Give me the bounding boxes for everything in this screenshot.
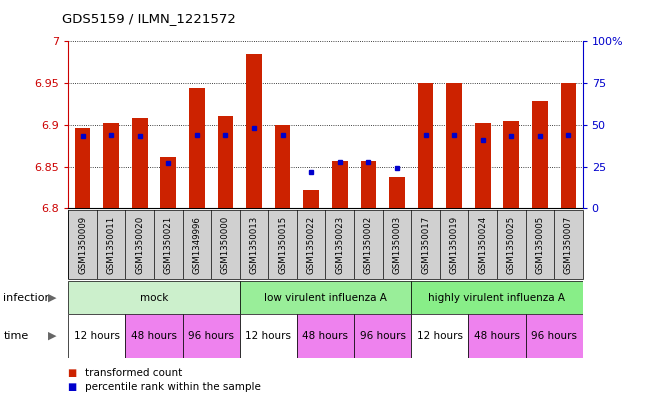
- Text: 96 hours: 96 hours: [531, 331, 577, 341]
- Text: 12 hours: 12 hours: [245, 331, 292, 341]
- Text: ■: ■: [68, 368, 81, 378]
- Bar: [411, 281, 583, 314]
- Bar: [68, 314, 126, 358]
- Bar: [525, 314, 583, 358]
- Text: highly virulent influenza A: highly virulent influenza A: [428, 293, 566, 303]
- Text: GSM1350005: GSM1350005: [535, 215, 544, 274]
- Text: GSM1350024: GSM1350024: [478, 215, 487, 274]
- Text: GSM1350015: GSM1350015: [278, 215, 287, 274]
- Bar: [217, 116, 233, 208]
- Bar: [332, 161, 348, 208]
- Text: GSM1350007: GSM1350007: [564, 215, 573, 274]
- Bar: [418, 83, 434, 208]
- Text: GSM1350023: GSM1350023: [335, 215, 344, 274]
- Text: transformed count: transformed count: [85, 368, 182, 378]
- Text: 96 hours: 96 hours: [359, 331, 406, 341]
- Text: GSM1350000: GSM1350000: [221, 215, 230, 274]
- Bar: [475, 123, 490, 208]
- Bar: [189, 88, 205, 208]
- Text: GDS5159 / ILMN_1221572: GDS5159 / ILMN_1221572: [62, 12, 236, 25]
- Bar: [411, 314, 468, 358]
- Text: infection: infection: [3, 293, 52, 303]
- Text: GSM1350019: GSM1350019: [450, 216, 458, 274]
- Bar: [183, 314, 240, 358]
- Text: GSM1350003: GSM1350003: [393, 215, 402, 274]
- Text: percentile rank within the sample: percentile rank within the sample: [85, 382, 260, 392]
- Text: 96 hours: 96 hours: [188, 331, 234, 341]
- Bar: [246, 54, 262, 208]
- Text: ■: ■: [68, 382, 81, 392]
- Text: GSM1350025: GSM1350025: [506, 215, 516, 274]
- Text: 12 hours: 12 hours: [74, 331, 120, 341]
- Text: low virulent influenza A: low virulent influenza A: [264, 293, 387, 303]
- Bar: [240, 281, 411, 314]
- Text: GSM1350022: GSM1350022: [307, 215, 316, 274]
- Bar: [104, 123, 119, 208]
- Bar: [361, 161, 376, 208]
- Bar: [132, 118, 148, 208]
- Bar: [561, 83, 576, 208]
- Text: GSM1350020: GSM1350020: [135, 215, 145, 274]
- Text: mock: mock: [140, 293, 168, 303]
- Text: GSM1350011: GSM1350011: [107, 215, 116, 274]
- Text: 48 hours: 48 hours: [303, 331, 348, 341]
- Text: GSM1350017: GSM1350017: [421, 215, 430, 274]
- Bar: [240, 314, 297, 358]
- Bar: [532, 101, 547, 208]
- Bar: [161, 156, 176, 208]
- Bar: [503, 121, 519, 208]
- Bar: [297, 314, 354, 358]
- Text: GSM1350021: GSM1350021: [164, 215, 173, 274]
- Bar: [468, 314, 525, 358]
- Bar: [75, 128, 90, 208]
- Bar: [275, 125, 290, 208]
- Bar: [303, 190, 319, 208]
- Bar: [354, 314, 411, 358]
- Bar: [68, 281, 240, 314]
- Text: 12 hours: 12 hours: [417, 331, 463, 341]
- Text: GSM1350002: GSM1350002: [364, 215, 373, 274]
- Text: time: time: [3, 331, 29, 341]
- Text: GSM1350009: GSM1350009: [78, 216, 87, 274]
- Bar: [446, 83, 462, 208]
- Text: GSM1350013: GSM1350013: [249, 215, 258, 274]
- Text: ▶: ▶: [48, 331, 57, 341]
- Text: 48 hours: 48 hours: [131, 331, 177, 341]
- Text: GSM1349996: GSM1349996: [193, 216, 201, 274]
- Bar: [126, 314, 183, 358]
- Bar: [389, 176, 405, 208]
- Text: 48 hours: 48 hours: [474, 331, 520, 341]
- Text: ▶: ▶: [48, 293, 57, 303]
